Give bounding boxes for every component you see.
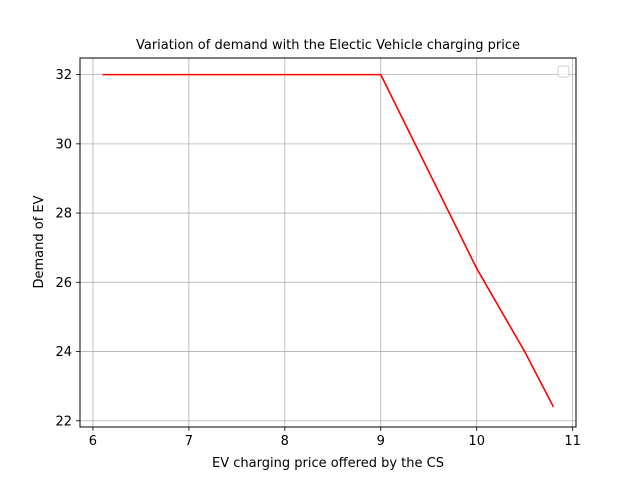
x-tick-label: 10	[468, 434, 485, 449]
y-tick-label: 30	[55, 137, 72, 152]
y-tick-label: 32	[55, 68, 72, 83]
chart-title: Variation of demand with the Electic Veh…	[136, 38, 520, 53]
series-layer	[102, 73, 555, 408]
x-tick-label: 11	[564, 434, 581, 449]
x-axis-label: EV charging price offered by the CS	[212, 456, 444, 471]
x-tick-label: 8	[281, 434, 289, 449]
x-tick-label: 9	[377, 434, 385, 449]
y-axis-label: Demand of EV	[32, 195, 47, 288]
y-tick-label: 28	[55, 207, 72, 222]
x-tick-label: 6	[89, 434, 97, 449]
y-tick-label: 26	[55, 276, 72, 291]
ticks: 6 7 8 9 10 11 22 24 26 28 30 32	[55, 68, 580, 449]
legend-box	[557, 65, 570, 78]
y-tick-label: 24	[55, 345, 72, 360]
y-tick-label: 22	[55, 414, 72, 429]
x-tick-label: 7	[185, 434, 193, 449]
plot-frame	[79, 57, 577, 428]
series-line	[102, 73, 555, 408]
legend	[557, 65, 570, 78]
